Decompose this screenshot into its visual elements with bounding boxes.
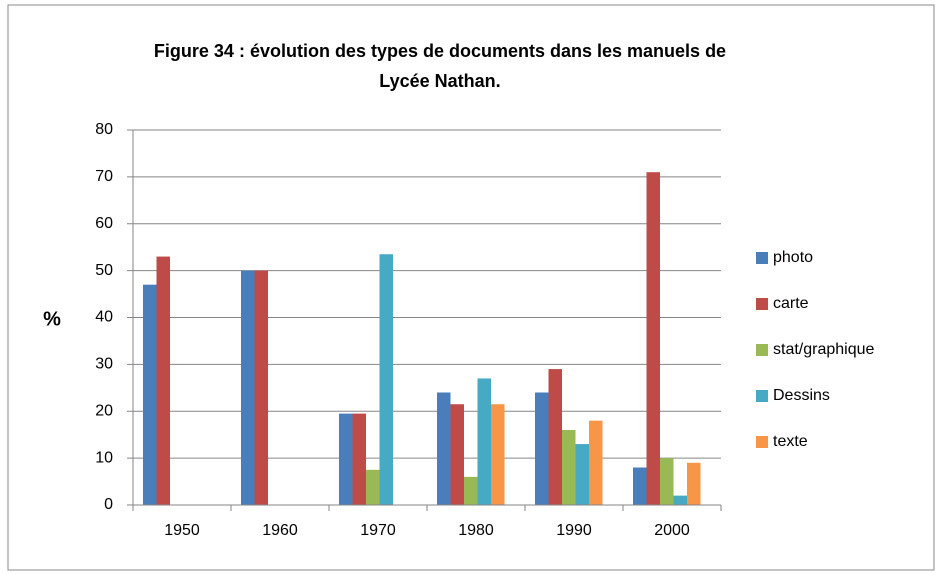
bar [687, 462, 701, 505]
x-tick-label: 2000 [654, 522, 690, 539]
y-axis-label: % [43, 308, 61, 330]
legend-swatch [756, 436, 768, 448]
bar [379, 254, 393, 505]
x-tick-label: 1990 [556, 522, 592, 539]
y-tick-label: 30 [95, 356, 113, 373]
bar [589, 420, 603, 505]
bar [562, 430, 576, 505]
legend-swatch [756, 252, 768, 264]
y-tick-label: 0 [104, 496, 113, 513]
bar [156, 256, 170, 505]
x-tick-label: 1950 [164, 522, 200, 539]
legend-label: photo [773, 249, 813, 266]
chart-title: Figure 34 : évolution des types de docum… [153, 41, 727, 91]
legend-label: Dessins [773, 387, 830, 404]
legend-label: carte [773, 295, 809, 312]
bar [673, 495, 687, 505]
bar [339, 413, 353, 505]
bar [352, 413, 366, 505]
legend-label: stat/graphique [773, 341, 875, 358]
bar [575, 444, 589, 505]
bar [143, 284, 157, 505]
bar [491, 404, 505, 505]
bar [477, 378, 491, 505]
legend-label: texte [773, 433, 808, 450]
legend-swatch [756, 390, 768, 402]
bar [450, 404, 464, 505]
bar [464, 476, 478, 505]
bar [241, 270, 255, 505]
y-tick-label: 40 [95, 309, 113, 326]
legend-swatch [756, 344, 768, 356]
bar [646, 172, 660, 505]
bar [633, 467, 647, 505]
x-tick-label: 1960 [262, 522, 298, 539]
bar [548, 369, 562, 505]
legend-swatch [756, 298, 768, 310]
bar [535, 392, 549, 505]
y-tick-label: 10 [95, 449, 113, 466]
bar [366, 469, 380, 505]
y-tick-label: 20 [95, 402, 113, 419]
y-tick-label: 60 [95, 215, 113, 232]
x-tick-label: 1970 [360, 522, 396, 539]
y-tick-label: 70 [95, 168, 113, 185]
y-tick-label: 80 [95, 121, 113, 138]
x-tick-label: 1980 [458, 522, 494, 539]
bar [254, 270, 268, 505]
y-tick-label: 50 [95, 262, 113, 279]
bar [437, 392, 451, 505]
bar [660, 458, 674, 505]
